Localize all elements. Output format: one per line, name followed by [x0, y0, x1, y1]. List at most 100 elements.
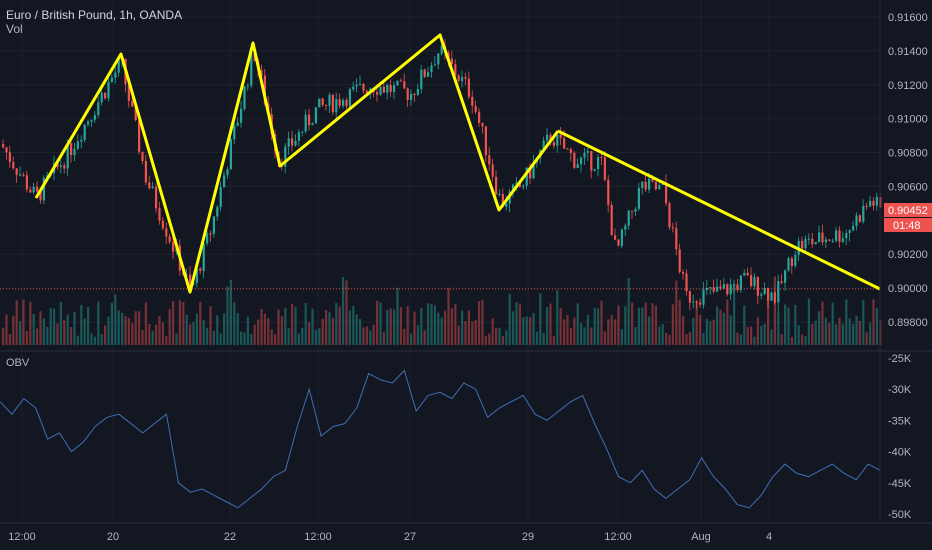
volume-bar — [461, 310, 464, 345]
candle-body — [614, 235, 617, 240]
volume-bar — [471, 321, 474, 345]
time-tick-label: 12:00 — [8, 531, 36, 543]
candle-body — [76, 141, 79, 149]
candle-body — [739, 275, 742, 291]
candle-body — [719, 286, 722, 289]
candle-body — [134, 106, 137, 121]
candle-body — [311, 123, 314, 126]
volume-bar — [229, 280, 232, 345]
volume-bar — [372, 324, 375, 345]
candle-body — [233, 125, 236, 140]
candle-body — [858, 215, 861, 222]
time-axis[interactable]: 12:00 20 22 12:00 27 29 12:00 Aug 4 — [8, 531, 772, 543]
time-tick-label: 22 — [224, 531, 236, 543]
candle-body — [597, 157, 600, 170]
volume-bar — [532, 313, 535, 345]
volume-bar — [648, 316, 651, 345]
volume-bar — [226, 286, 229, 345]
volume-bar — [801, 334, 804, 345]
volume-bar — [168, 309, 171, 345]
volume-bar — [804, 336, 807, 345]
volume-bar — [597, 308, 600, 345]
volume-bar — [580, 323, 583, 345]
candle-body — [240, 108, 243, 123]
volume-bar — [617, 305, 620, 345]
candle-body — [756, 276, 759, 296]
candle-body — [291, 138, 294, 146]
volume-bar — [729, 315, 732, 345]
candle-body — [359, 84, 362, 86]
trend-line-drawings[interactable] — [34, 33, 881, 294]
candle-body — [848, 230, 851, 233]
volume-bar — [100, 334, 103, 345]
volume-bar — [733, 284, 736, 345]
time-tick-label: 4 — [766, 531, 772, 543]
volume-bar — [756, 317, 759, 345]
candle-body — [100, 92, 103, 103]
volume-bar — [726, 299, 729, 345]
volume-bar — [280, 316, 283, 345]
candle-body — [348, 89, 351, 107]
candle-body — [488, 155, 491, 165]
candle-body — [818, 232, 821, 242]
candle-body — [736, 284, 739, 291]
candle-body — [155, 186, 158, 209]
volume-bar — [634, 327, 637, 345]
volume-bar — [835, 324, 838, 345]
volume-bar — [739, 334, 742, 345]
volume-bar — [287, 328, 290, 345]
candle-body — [705, 287, 708, 290]
candle-body — [875, 197, 878, 206]
candle-body — [573, 152, 576, 168]
volume-bar — [818, 311, 821, 345]
volume-bar — [525, 316, 528, 345]
price-axis[interactable]: 0.91600 0.91400 0.91200 0.91000 0.90800 0.906… — [888, 12, 928, 329]
descending-trend-line[interactable] — [557, 129, 881, 291]
current-price-marker: 0.90452 01:48 — [884, 203, 932, 232]
volume-bar — [610, 314, 613, 345]
price-tick-label: 0.91000 — [888, 114, 928, 126]
volume-indicator-label[interactable]: Vol — [6, 22, 23, 36]
volume-bar — [144, 302, 147, 345]
candle-body — [801, 240, 804, 249]
candle-body — [331, 94, 334, 113]
volume-bar — [399, 307, 402, 345]
volume-bar — [8, 334, 11, 345]
current-price-label: 0.90452 — [888, 205, 928, 217]
volume-bar — [138, 311, 141, 345]
candle-body — [556, 134, 559, 146]
volume-bar — [552, 336, 555, 345]
price-tick-label: 0.91600 — [888, 12, 928, 24]
candle-body — [583, 152, 586, 158]
candle-body — [872, 200, 875, 206]
candle-body — [658, 185, 661, 190]
candle-body — [2, 144, 5, 148]
zigzag-trend-line[interactable] — [34, 33, 560, 294]
volume-bar — [5, 314, 8, 345]
volume-bar — [141, 330, 144, 345]
candle-body — [386, 85, 389, 93]
candle-body — [131, 100, 134, 107]
volume-bar — [53, 308, 56, 345]
candle-body — [729, 284, 732, 295]
volume-bar — [637, 307, 640, 345]
volume-bar — [29, 301, 32, 345]
candle-body — [226, 169, 229, 176]
volume-bar — [348, 310, 351, 345]
candle-body — [518, 182, 521, 188]
candle-body — [318, 98, 321, 108]
volume-bar — [206, 327, 209, 345]
candle-body — [529, 167, 532, 179]
symbol-title[interactable]: Euro / British Pound, 1h, OANDA — [6, 8, 183, 22]
obv-indicator-label[interactable]: OBV — [6, 357, 30, 369]
candle-body — [501, 193, 504, 207]
candle-body — [243, 86, 246, 109]
volume-bar — [291, 304, 294, 345]
volume-bar — [824, 317, 827, 345]
obv-axis[interactable]: -25K -30K -35K -40K -45K -50K — [888, 353, 912, 521]
volume-bar — [447, 287, 450, 345]
volume-bar — [654, 305, 657, 345]
volume-bar — [270, 329, 273, 345]
volume-bar — [97, 301, 100, 345]
